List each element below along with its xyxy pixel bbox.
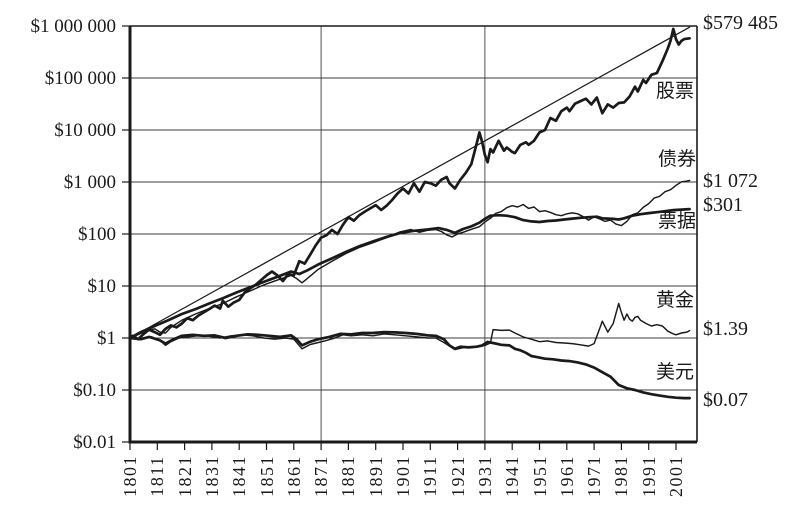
y-tick-label: $10: [87, 275, 117, 297]
series-label-gold: 黄金: [655, 290, 694, 311]
x-tick-label: 1971: [584, 455, 605, 497]
end-value-stocks: $579 485: [703, 12, 778, 34]
x-tick-label: 1921: [447, 455, 468, 497]
y-tick-label: $0.01: [73, 431, 116, 453]
series-line-dollar: [128, 330, 691, 400]
x-tick-label: 1931: [474, 455, 495, 497]
x-tick-label: 1981: [611, 455, 632, 497]
series-line-stocks: [128, 27, 691, 341]
x-tick-label: 1801: [120, 455, 140, 497]
x-tick-label: 1911: [420, 455, 441, 497]
y-tick-label: $1 000: [63, 171, 116, 193]
y-tick-label: $10 000: [54, 119, 116, 141]
x-tick-label: 1901: [393, 455, 413, 497]
x-tick-label: 1811: [147, 455, 168, 497]
y-tick-label: $100 000: [44, 67, 116, 89]
x-tick-label: 1951: [529, 455, 550, 497]
x-tick-label: 1821: [174, 455, 195, 497]
end-value-bonds: $1 072: [703, 170, 758, 192]
x-tick-label: 1941: [502, 455, 523, 497]
series-label-bonds: 债券: [657, 149, 696, 170]
end-value-dollar: $0.07: [703, 389, 748, 411]
series-line-bonds: [129, 179, 691, 339]
x-tick-label: 1991: [638, 455, 659, 497]
x-tick-label: 1871: [311, 455, 332, 497]
series-label-dollar: 美元: [655, 362, 694, 383]
y-tick-label: $100: [78, 223, 116, 245]
x-tick-label: 1961: [556, 455, 577, 497]
y-tick-label: $1 000 000: [30, 15, 117, 37]
end-value-bills: $301: [703, 194, 743, 216]
series-line-stocks_trend: [129, 26, 691, 339]
x-tick-label: 1841: [229, 455, 250, 497]
end-value-gold: $1.39: [703, 318, 748, 340]
x-tick-label: 1881: [338, 455, 359, 497]
x-tick-label: 1861: [283, 455, 304, 497]
y-tick-label: $1: [97, 327, 116, 349]
y-tick-label: $0.10: [73, 379, 116, 401]
series-line-bills: [128, 207, 691, 340]
x-tick-label: 1851: [256, 455, 277, 497]
series-label-bills: 票据: [657, 211, 696, 232]
x-tick-label: 2001: [666, 455, 686, 497]
x-tick-label: 1891: [365, 455, 386, 497]
x-tick-label: 1831: [201, 455, 222, 497]
series-label-stocks: 股票: [655, 81, 694, 102]
